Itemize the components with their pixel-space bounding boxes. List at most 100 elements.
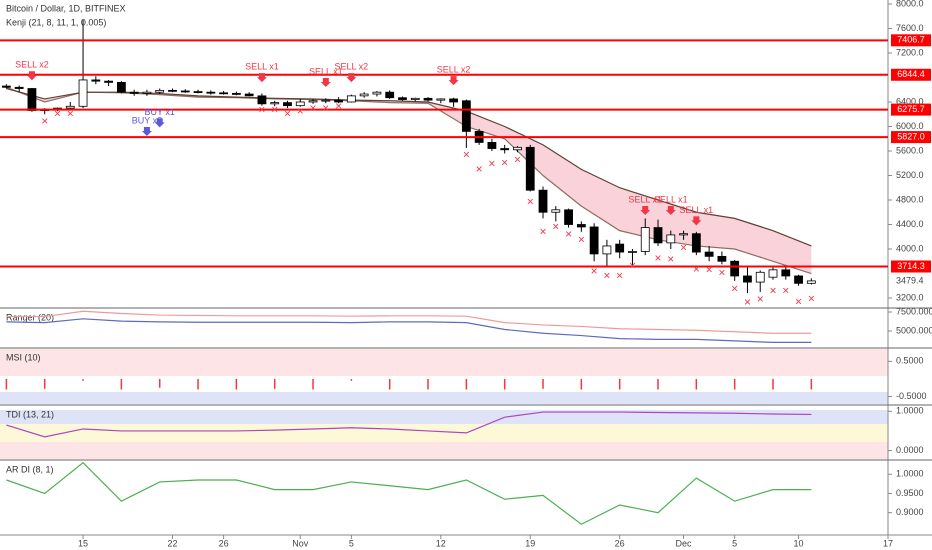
panel-title: MSI (10) [6, 352, 41, 362]
candle-body [155, 89, 165, 93]
sell-x-marker: × [731, 282, 738, 296]
signal-label: SELL x2 [335, 61, 369, 71]
sell-x-marker: × [782, 283, 789, 297]
candle-body [308, 100, 318, 103]
chart-title: Bitcoin / Dollar, 1D, BITFINEX [6, 3, 126, 13]
sell-x-marker: × [706, 263, 713, 277]
panel-title: Ranger (20) [6, 312, 54, 322]
sell-x-marker: × [463, 147, 470, 161]
indicator-line [6, 310, 812, 334]
candle-body [168, 89, 177, 92]
x-tick-label: 19 [525, 538, 535, 548]
candle-body [129, 91, 139, 94]
candle-body [666, 234, 676, 244]
candle-body [1, 85, 11, 88]
sell-x-marker: × [757, 292, 764, 306]
candle-body [295, 101, 305, 107]
y-tick-label: 0.0000 [896, 445, 924, 455]
sell-x-marker: × [67, 106, 74, 120]
candle-body [487, 142, 497, 149]
candle-body [65, 105, 75, 109]
candle-body [398, 97, 407, 100]
sell-x-marker: × [616, 269, 623, 283]
candle-body [423, 97, 433, 101]
sell-x-marker: × [271, 103, 278, 117]
cloud-slow-line [6, 87, 812, 247]
sell-x-marker: × [322, 101, 329, 115]
x-tick-label: 26 [615, 538, 625, 548]
candle-body [704, 251, 714, 257]
y-tick-label: 5600.0 [896, 145, 924, 155]
candle-body [461, 100, 471, 132]
level-label-box [891, 260, 931, 273]
candle-body [806, 280, 816, 284]
candle-body [27, 88, 37, 111]
signal-label: SELL x1 [679, 205, 713, 215]
sell-x-marker: × [41, 114, 48, 128]
signal-label: BUY x2 [132, 115, 162, 125]
candle-body [372, 91, 382, 95]
y-tick-label: 6400.0 [896, 96, 924, 106]
sell-x-marker: × [578, 233, 585, 247]
candle-body [142, 91, 152, 94]
level-label: 6844.4 [897, 69, 925, 79]
indicator-line [6, 411, 812, 438]
candle-body [244, 93, 254, 97]
signal-label: SELL x1 [654, 194, 688, 204]
candle-body [794, 275, 803, 284]
candle-body [104, 80, 114, 83]
signal-arrow [448, 76, 459, 86]
x-tick-label: 10 [794, 538, 804, 548]
sell-x-marker: × [54, 106, 61, 120]
candle-body [410, 97, 420, 100]
candle-body [602, 245, 612, 255]
candle-body [206, 91, 216, 94]
signal-arrow [346, 73, 357, 83]
y-tick-label: 6000.0 [896, 121, 924, 131]
candle-body [717, 255, 727, 262]
sell-x-marker: × [667, 252, 674, 266]
signal-label: SELL x2 [15, 60, 49, 70]
x-tick-label: 12 [436, 538, 446, 548]
y-tick-label: -0.5000 [896, 391, 927, 401]
candle-body [679, 233, 688, 236]
candle-body [513, 146, 522, 151]
sell-x-marker: × [565, 227, 572, 241]
msi-upper-band [0, 349, 888, 376]
candle-body [283, 102, 292, 107]
tdi-top-band [0, 410, 888, 424]
level-label: 5827.0 [897, 131, 925, 141]
x-tick-label: 5 [349, 538, 354, 548]
signal-arrow [141, 126, 152, 136]
candle-body [180, 90, 190, 93]
sell-x-marker: × [603, 269, 610, 283]
sell-x-marker: × [488, 157, 495, 171]
candle-body [781, 269, 791, 277]
last-price-label: 3479.4 [896, 275, 924, 285]
y-tick-label: 4800.0 [896, 194, 924, 204]
sell-x-marker: × [310, 101, 317, 115]
msi-lower-band [0, 392, 888, 404]
candle-body [14, 86, 24, 89]
signal-label: SELL x1 [245, 61, 279, 71]
signal-label: SELL x1 [309, 66, 343, 76]
sell-x-marker: × [655, 251, 662, 265]
sell-x-marker: × [527, 195, 534, 209]
y-tick-label: 0.5000 [896, 356, 924, 366]
x-tick-label: Dec [676, 538, 693, 548]
y-tick-label: 4400.0 [896, 219, 924, 229]
candle-body [257, 95, 267, 105]
level-label-box [891, 131, 931, 144]
panel-title: TDI (13, 21) [6, 409, 54, 419]
candle-body [576, 224, 586, 228]
sell-x-marker: × [680, 241, 687, 255]
sell-x-marker: × [769, 283, 776, 297]
candle-body [500, 148, 510, 151]
y-tick-label: 5200.0 [896, 170, 924, 180]
candle-body [640, 227, 650, 252]
x-tick-label: 5 [732, 538, 737, 548]
sell-x-marker: × [718, 266, 725, 280]
candle-body [755, 271, 765, 283]
candle-body [346, 95, 356, 103]
